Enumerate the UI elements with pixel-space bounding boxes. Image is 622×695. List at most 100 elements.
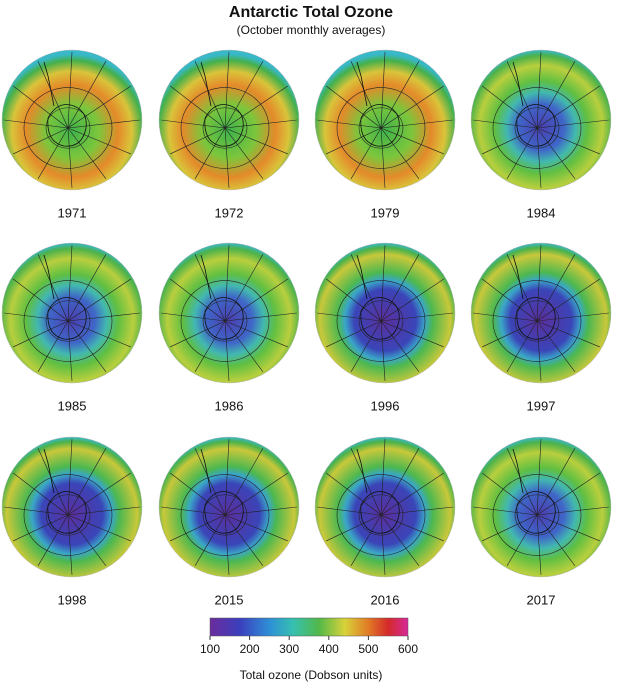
graticule-meridian: [380, 514, 420, 566]
panel-year: 1997: [527, 398, 556, 413]
graticule-meridian: [380, 320, 420, 372]
graticule-meridian: [536, 278, 600, 322]
graticule-meridian: [380, 52, 386, 129]
graticule-meridian: [350, 61, 382, 129]
graticule-meridian: [536, 514, 576, 566]
colorbar-tick-label: 500: [358, 642, 378, 656]
graticule-meridian: [67, 127, 131, 155]
colorbar-tick-label: 300: [279, 642, 299, 656]
graticule-meridian: [536, 254, 576, 322]
graticule-meridian: [224, 514, 264, 566]
graticule-meridian: [326, 472, 382, 516]
globe-rim: [470, 436, 612, 578]
graticule-circle: [180, 474, 270, 556]
globe: [315, 50, 455, 190]
graticule-meridian: [536, 320, 600, 348]
graticule-meridian: [224, 85, 288, 129]
globe: [2, 437, 142, 577]
panel-year: 2017: [527, 592, 556, 607]
graticule-meridian: [317, 312, 382, 322]
globe-panel: [470, 436, 612, 578]
graticule-meridian: [224, 312, 297, 322]
graticule-meridian: [326, 514, 382, 542]
graticule-meridian: [67, 506, 140, 516]
graticule-meridian: [13, 85, 69, 129]
graticule-meridian: [326, 278, 382, 322]
globe-panel: [314, 242, 456, 384]
graticule-meridian: [194, 320, 226, 372]
coastline: [200, 254, 244, 340]
graticule-meridian: [380, 320, 386, 381]
coastline: [356, 61, 400, 147]
graticule-meridian: [482, 127, 538, 155]
graticule-circle: [202, 107, 248, 149]
graticule-circle: [45, 494, 91, 536]
globe-panel: [1, 49, 143, 191]
graticule-meridian: [482, 278, 538, 322]
graticule-meridian: [536, 506, 609, 516]
panel-year: 1985: [58, 398, 87, 413]
graticule-circle: [23, 280, 113, 362]
graticule-meridian: [67, 439, 73, 516]
graticule-meridian: [67, 514, 73, 575]
panel-year: 2016: [371, 592, 400, 607]
graticule-meridian: [224, 472, 288, 516]
graticule-meridian: [194, 127, 226, 179]
graticule-meridian: [4, 506, 69, 516]
graticule-meridian: [67, 448, 107, 516]
globe-panel: [158, 242, 300, 384]
graticule-meridian: [350, 514, 382, 566]
globe-rim: [1, 49, 143, 191]
graticule-meridian: [224, 320, 264, 372]
globe: [159, 437, 299, 577]
graticule-meridian: [506, 448, 538, 516]
globe-panel: [470, 49, 612, 191]
graticule-circle: [336, 87, 426, 169]
graticule-meridian: [67, 320, 107, 372]
graticule-meridian: [473, 312, 538, 322]
globe: [159, 243, 299, 383]
graticule-meridian: [482, 320, 538, 348]
graticule-meridian: [506, 254, 538, 322]
graticule-meridian: [4, 312, 69, 322]
graticule-meridian: [380, 278, 444, 322]
graticule-meridian: [482, 514, 538, 542]
graticule-meridian: [67, 320, 73, 381]
globe-rim: [1, 436, 143, 578]
graticule-meridian: [224, 127, 230, 188]
graticule-circle: [45, 300, 91, 342]
graticule-circle: [514, 494, 560, 536]
graticule-meridian: [224, 278, 288, 322]
graticule-circle: [514, 300, 560, 342]
graticule-meridian: [224, 52, 230, 129]
graticule-circle: [180, 280, 270, 362]
graticule-meridian: [67, 312, 140, 322]
globe-rim: [158, 49, 300, 191]
graticule-meridian: [224, 61, 264, 129]
graticule-circle: [180, 87, 270, 169]
graticule-meridian: [170, 320, 226, 348]
graticule-meridian: [224, 245, 230, 322]
graticule-meridian: [536, 127, 600, 155]
colorbar-tick-label: 100: [200, 642, 220, 656]
graticule-meridian: [380, 472, 444, 516]
graticule-meridian: [161, 119, 226, 129]
graticule-circle: [202, 494, 248, 536]
graticule-meridian: [380, 127, 420, 179]
graticule-meridian: [37, 514, 69, 566]
globe-panel: [314, 49, 456, 191]
colorbar-tick-label: 200: [240, 642, 260, 656]
globe-rim: [470, 242, 612, 384]
graticule-meridian: [194, 61, 226, 129]
graticule-meridian: [67, 119, 140, 129]
graticule-meridian: [506, 61, 538, 129]
graticule-circle: [23, 474, 113, 556]
graticule-meridian: [194, 514, 226, 566]
graticule-meridian: [13, 127, 69, 155]
graticule-meridian: [326, 85, 382, 129]
coastline: [200, 61, 244, 147]
graticule-meridian: [224, 514, 288, 542]
graticule-meridian: [380, 514, 386, 575]
graticule-circle: [358, 107, 404, 149]
